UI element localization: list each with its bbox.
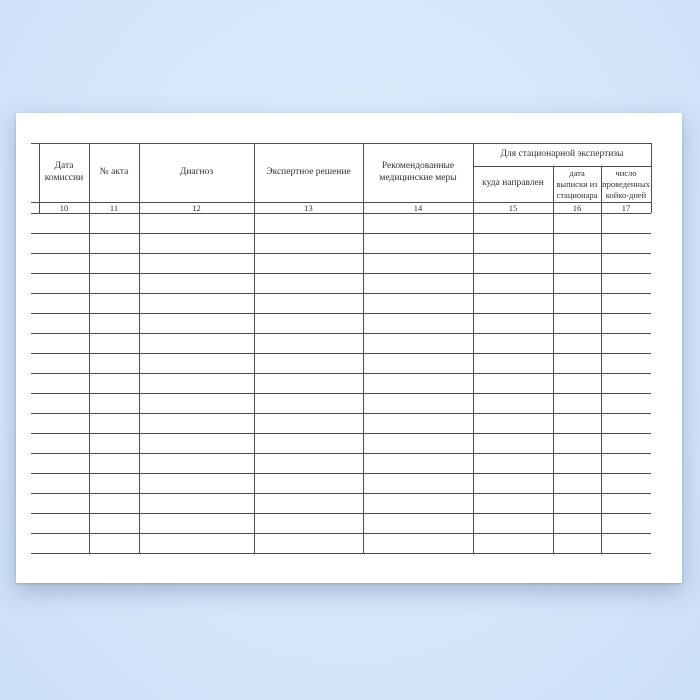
grid-line <box>31 453 651 454</box>
col-number-17: 17 <box>621 202 631 213</box>
col-number-14: 14 <box>413 202 423 213</box>
form-page: Дата комиссии № акта Диагноз Экспертное … <box>16 113 682 583</box>
col-number-12: 12 <box>192 202 201 213</box>
grid-line <box>31 293 651 294</box>
grid-line <box>553 166 554 553</box>
grid-line <box>651 143 652 213</box>
col-header-expert-decision: Экспертное решение <box>266 166 351 177</box>
col-header-recommended-measures: Рекомендованные медицинские меры <box>379 161 457 183</box>
grid-line <box>31 373 651 374</box>
grid-line <box>31 493 651 494</box>
col-number-13: 13 <box>304 202 313 213</box>
grid-line <box>31 202 651 203</box>
grid-line <box>31 473 651 474</box>
grid-line <box>31 413 651 414</box>
col-header-discharge-date: дата выписки из стационара <box>556 167 598 200</box>
grid-line <box>31 513 651 514</box>
grid-line <box>31 393 651 394</box>
grid-line <box>31 213 651 214</box>
grid-line <box>31 233 651 234</box>
grid-line <box>31 433 651 434</box>
col-number-10: 10 <box>59 202 69 213</box>
grid-line <box>31 353 651 354</box>
grid-line <box>473 166 651 167</box>
expertise-table: Дата комиссии № акта Диагноз Экспертное … <box>16 113 682 583</box>
group-header-stationary-expertise: Для стационарной экспертизы <box>500 148 624 159</box>
grid-line <box>254 143 255 553</box>
col-header-bed-days: число проведенных койко-дней <box>602 167 650 200</box>
grid-line <box>31 253 651 254</box>
grid-line <box>31 313 651 314</box>
grid-line <box>31 533 651 534</box>
grid-line <box>39 143 40 213</box>
col-header-act-number: № акта <box>99 166 129 177</box>
col-header-sent-to: куда направлен <box>482 178 544 189</box>
col-header-diagnosis: Диагноз <box>179 166 214 177</box>
grid-line <box>89 143 90 553</box>
grid-line <box>31 273 651 274</box>
grid-line <box>31 553 651 554</box>
grid-line <box>31 333 651 334</box>
grid-line <box>363 143 364 553</box>
col-number-16: 16 <box>572 202 582 213</box>
grid-line <box>473 143 474 553</box>
col-header-commission-date: Дата комиссии <box>44 161 84 183</box>
col-number-11: 11 <box>109 202 119 213</box>
grid-line <box>31 143 651 144</box>
grid-line <box>601 166 602 553</box>
col-number-15: 15 <box>508 202 518 213</box>
grid-line <box>139 143 140 553</box>
